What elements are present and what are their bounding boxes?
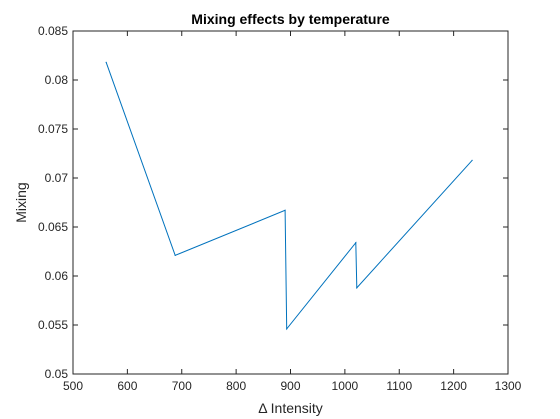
y-tick-label: 0.065 bbox=[38, 220, 68, 234]
x-tick-label: 1300 bbox=[495, 379, 522, 393]
y-axis-label: Mixing bbox=[13, 182, 29, 222]
x-tick-label: 900 bbox=[280, 379, 300, 393]
series-point bbox=[284, 209, 286, 211]
x-tick-label: 1200 bbox=[440, 379, 467, 393]
x-tick-label: 500 bbox=[63, 379, 83, 393]
x-tick-label: 1000 bbox=[332, 379, 359, 393]
y-tick-label: 0.06 bbox=[45, 269, 69, 283]
series-point bbox=[286, 328, 288, 330]
chart-title: Mixing effects by temperature bbox=[191, 11, 390, 27]
series-point bbox=[105, 61, 107, 63]
y-axis-ticks: 0.05 0.055 0.06 0.065 0.07 0.075 0.08 0.085 bbox=[38, 24, 508, 381]
x-tick-label: 800 bbox=[226, 379, 246, 393]
series-point bbox=[355, 242, 357, 244]
series-layer bbox=[105, 61, 473, 331]
x-axis-label: Δ Intensity bbox=[258, 400, 323, 416]
y-tick-label: 0.075 bbox=[38, 122, 68, 136]
x-tick-label: 700 bbox=[172, 379, 192, 393]
y-tick-label: 0.07 bbox=[45, 171, 69, 185]
x-axis-ticks: 500 600 700 800 900 1000 1100 1200 1300 bbox=[63, 31, 522, 393]
plot-area bbox=[72, 30, 509, 375]
series-point bbox=[471, 159, 473, 161]
series-point bbox=[356, 287, 358, 289]
y-tick-label: 0.055 bbox=[38, 318, 68, 332]
x-tick-label: 600 bbox=[117, 379, 137, 393]
y-tick-label: 0.085 bbox=[38, 24, 68, 38]
series-point bbox=[174, 254, 176, 257]
y-tick-label: 0.08 bbox=[45, 73, 69, 87]
x-tick-label: 1100 bbox=[386, 379, 412, 393]
y-tick-label: 0.05 bbox=[45, 367, 69, 381]
